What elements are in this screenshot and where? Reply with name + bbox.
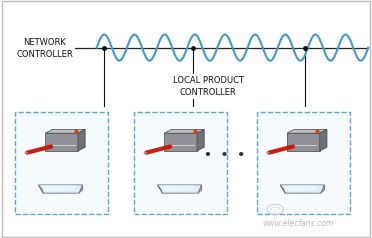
Polygon shape [321, 185, 324, 193]
Polygon shape [45, 133, 78, 151]
Polygon shape [79, 185, 83, 193]
Polygon shape [25, 152, 28, 154]
Polygon shape [280, 185, 324, 194]
Polygon shape [280, 185, 324, 190]
Polygon shape [157, 185, 163, 194]
Polygon shape [287, 133, 320, 151]
Polygon shape [38, 185, 83, 190]
Bar [15, 112, 108, 214]
Text: •  •  •: • • • [205, 149, 246, 162]
Polygon shape [287, 129, 327, 133]
Polygon shape [198, 185, 202, 193]
Polygon shape [161, 185, 195, 192]
Polygon shape [280, 185, 285, 194]
Text: LOCAL PRODUCT
CONTROLLER: LOCAL PRODUCT CONTROLLER [173, 76, 244, 97]
Polygon shape [283, 185, 318, 192]
Polygon shape [157, 185, 202, 190]
Polygon shape [164, 129, 204, 133]
Text: www.elecfans.com: www.elecfans.com [262, 219, 333, 228]
Text: NETWORK
CONTROLLER: NETWORK CONTROLLER [16, 38, 73, 59]
Polygon shape [157, 185, 202, 194]
Polygon shape [42, 185, 76, 192]
Bar [134, 112, 227, 214]
Polygon shape [38, 185, 44, 194]
Polygon shape [45, 129, 85, 133]
Polygon shape [320, 129, 327, 151]
Polygon shape [38, 185, 83, 194]
Polygon shape [197, 129, 204, 151]
Polygon shape [267, 152, 269, 154]
Polygon shape [144, 152, 147, 154]
Polygon shape [78, 129, 85, 151]
Bar [257, 112, 350, 214]
Polygon shape [164, 133, 197, 151]
